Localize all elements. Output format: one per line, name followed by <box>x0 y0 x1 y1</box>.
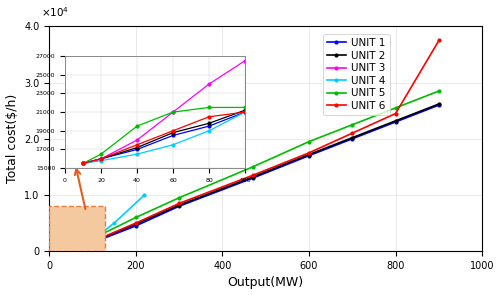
UNIT 6 <box>46 249 52 253</box>
UNIT 5 <box>50 249 56 252</box>
UNIT 6 <box>90 240 96 243</box>
UNIT 6 <box>50 249 56 253</box>
UNIT 6 <box>306 151 312 155</box>
Text: $\times 10^4$: $\times 10^4$ <box>40 6 68 19</box>
Y-axis label: Total cost($/h): Total cost($/h) <box>6 94 18 183</box>
UNIT 1 <box>72 245 78 249</box>
UNIT 6 <box>133 221 139 225</box>
UNIT 2 <box>306 153 312 156</box>
UNIT 6 <box>176 202 182 205</box>
UNIT 4 <box>90 238 96 242</box>
UNIT 5 <box>350 123 356 127</box>
UNIT 1 <box>55 248 61 252</box>
UNIT 6 <box>72 245 78 249</box>
UNIT 2 <box>350 136 356 140</box>
UNIT 3 <box>64 224 70 228</box>
UNIT 2 <box>392 119 398 123</box>
UNIT 1 <box>176 204 182 208</box>
UNIT 2 <box>176 203 182 207</box>
UNIT 4 <box>50 249 56 253</box>
UNIT 4 <box>111 221 117 225</box>
UNIT 4 <box>46 249 52 253</box>
UNIT 2 <box>55 248 61 252</box>
UNIT 1 <box>81 244 87 247</box>
Line: UNIT 4: UNIT 4 <box>48 194 146 253</box>
UNIT 5 <box>55 248 61 251</box>
UNIT 4 <box>72 245 78 249</box>
Line: UNIT 3: UNIT 3 <box>48 208 85 253</box>
UNIT 2 <box>133 222 139 226</box>
UNIT 6 <box>81 243 87 247</box>
UNIT 1 <box>50 249 56 253</box>
UNIT 4 <box>55 248 61 252</box>
UNIT 1 <box>306 154 312 158</box>
UNIT 5 <box>306 140 312 143</box>
X-axis label: Output(MW): Output(MW) <box>228 276 304 289</box>
UNIT 3 <box>72 213 78 217</box>
UNIT 3 <box>81 207 87 211</box>
Line: UNIT 5: UNIT 5 <box>48 90 440 253</box>
Bar <box>49 206 106 251</box>
UNIT 2 <box>250 175 256 179</box>
UNIT 4 <box>81 244 87 247</box>
UNIT 3 <box>46 249 52 253</box>
UNIT 2 <box>64 247 70 250</box>
UNIT 5 <box>250 165 256 169</box>
Legend: UNIT 1, UNIT 2, UNIT 3, UNIT 4, UNIT 5, UNIT 6: UNIT 1, UNIT 2, UNIT 3, UNIT 4, UNIT 5, … <box>323 34 390 115</box>
UNIT 6 <box>392 112 398 115</box>
UNIT 2 <box>81 243 87 246</box>
Line: UNIT 6: UNIT 6 <box>48 39 440 253</box>
UNIT 6 <box>55 248 61 252</box>
UNIT 4 <box>142 193 148 197</box>
Line: UNIT 2: UNIT 2 <box>48 103 440 253</box>
UNIT 5 <box>176 196 182 199</box>
UNIT 2 <box>50 249 56 253</box>
UNIT 1 <box>133 224 139 228</box>
UNIT 2 <box>46 249 52 253</box>
UNIT 5 <box>81 241 87 245</box>
UNIT 5 <box>72 243 78 247</box>
UNIT 2 <box>90 240 96 243</box>
UNIT 3 <box>55 244 61 247</box>
UNIT 1 <box>90 241 96 245</box>
UNIT 5 <box>392 106 398 110</box>
UNIT 1 <box>392 120 398 124</box>
UNIT 2 <box>436 102 442 106</box>
UNIT 4 <box>64 247 70 251</box>
UNIT 1 <box>250 176 256 180</box>
UNIT 5 <box>133 216 139 219</box>
UNIT 1 <box>350 137 356 141</box>
UNIT 6 <box>350 131 356 135</box>
UNIT 5 <box>90 237 96 241</box>
UNIT 6 <box>64 247 70 251</box>
UNIT 2 <box>72 245 78 248</box>
UNIT 6 <box>250 173 256 177</box>
UNIT 6 <box>436 39 442 42</box>
UNIT 1 <box>436 103 442 107</box>
UNIT 1 <box>64 247 70 251</box>
UNIT 3 <box>50 248 56 252</box>
UNIT 1 <box>46 249 52 253</box>
UNIT 5 <box>46 249 52 253</box>
Line: UNIT 1: UNIT 1 <box>48 104 440 253</box>
UNIT 5 <box>64 245 70 249</box>
UNIT 5 <box>436 89 442 93</box>
